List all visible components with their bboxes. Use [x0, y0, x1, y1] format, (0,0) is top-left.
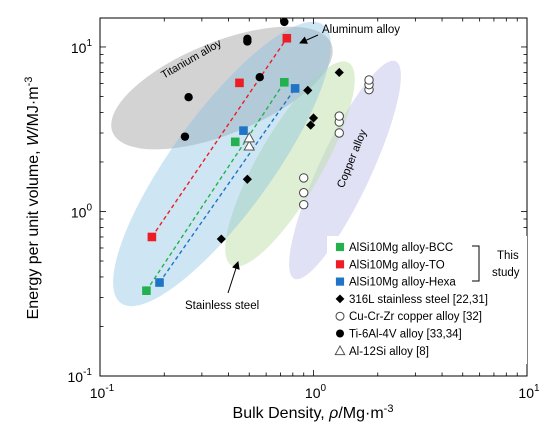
aluminum-alloy-region — [113, 21, 331, 307]
data-point-s5-p4 — [255, 73, 264, 82]
data-point-s1-p2 — [282, 33, 292, 43]
data-point-s3-p3 — [306, 120, 316, 130]
legend-marker-6 — [334, 345, 346, 356]
copper-alloy-region — [289, 60, 401, 280]
data-point-s0-p0 — [142, 286, 151, 295]
data-point-s4-p5 — [334, 111, 344, 121]
legend-label-0: AlSi10Mg alloy-BCC — [349, 242, 453, 254]
data-point-s5-p0 — [180, 132, 190, 141]
y-axis-label-unit-exp: -3 — [23, 77, 35, 87]
data-point-s2-p0 — [155, 278, 164, 287]
x-axis-label-text: Bulk Density, — [233, 405, 330, 422]
data-point-s3-p1 — [242, 174, 252, 184]
titanium-alloy-region — [111, 26, 333, 150]
data-point-s6-p1 — [243, 131, 256, 143]
x-tick-label-1: 100 — [305, 383, 327, 401]
stainless-steel-arrow — [227, 261, 240, 294]
y-axis-label-symbol: W — [25, 129, 42, 146]
data-markers — [142, 17, 374, 295]
data-point-s3-p5 — [334, 67, 344, 78]
data-point-s2-p1 — [239, 126, 248, 135]
legend-marker-4 — [335, 311, 345, 321]
data-point-s2-p2 — [290, 84, 300, 93]
x-tick-label-2: 101 — [518, 383, 540, 401]
legend-bracket-line-1: This — [497, 250, 519, 262]
x-axis-label: Bulk Density, ρ/Mg·m-3 — [233, 403, 394, 422]
aluminum-alloy-label: Aluminum alloy — [322, 24, 400, 36]
aluminum-alloy-arrow — [299, 34, 319, 44]
data-point-s4-p8 — [364, 75, 374, 85]
legend-marker-5 — [336, 329, 344, 338]
legend-rows: AlSi10Mg alloy-BCC AlSi10Mg alloy-TO AlSi1… — [334, 242, 488, 358]
x-axis-label-symbol: ρ — [328, 405, 338, 422]
trend-line-1 — [151, 37, 288, 238]
legend-label-5: Ti-6Al-4V alloy [33,34] — [349, 329, 462, 341]
y-tick-label-1: 100 — [71, 202, 93, 220]
data-point-s1-p1 — [235, 78, 244, 88]
data-point-s6-p0 — [243, 139, 256, 151]
x-axis-label-unit: /Mg·m — [338, 405, 383, 422]
y-axis-label-text: Energy per unit volume, — [25, 146, 42, 319]
data-point-s3-p2 — [303, 85, 313, 95]
data-point-s4-p1 — [299, 188, 309, 198]
data-point-s0-p2 — [280, 77, 289, 87]
legend-label-1: AlSi10Mg alloy-TO — [349, 259, 445, 271]
y-tick-label-0: 10-1 — [68, 367, 93, 385]
stainless-steel-region — [225, 61, 355, 267]
legend-label-3: 316L stainless steel [22,31] — [349, 294, 488, 306]
data-point-s5-p3 — [243, 34, 252, 44]
y-axis-label-unit: /MJ·m — [25, 86, 42, 130]
y-tick-label-2: 101 — [71, 38, 93, 56]
legend-marker-0 — [335, 242, 345, 252]
data-point-s1-p0 — [147, 232, 157, 242]
x-axis-label-unit-exp: -3 — [384, 403, 394, 415]
trend-lines — [145, 37, 296, 292]
data-point-s4-p3 — [334, 128, 344, 138]
legend-bracket — [472, 245, 480, 282]
x-tick-label-0: 10-1 — [90, 383, 115, 401]
data-point-s3-p4 — [308, 113, 319, 123]
legend-label-6: Al-12Si alloy [8] — [349, 346, 429, 358]
legend-marker-3 — [335, 294, 345, 304]
legend-label-4: Cu-Cr-Zr copper alloy [32] — [349, 311, 482, 323]
legend-marker-1 — [335, 260, 345, 269]
data-point-s4-p2 — [299, 173, 309, 183]
legend-bracket-line-2: study — [492, 267, 520, 279]
data-point-s5-p5 — [280, 17, 289, 27]
axis-ticks: 10-1 100 101 10-1 100 101 — [68, 18, 540, 401]
legend: AlSi10Mg alloy-BCC AlSi10Mg alloy-TO AlSi1… — [327, 236, 527, 364]
legend-marker-2 — [335, 277, 345, 286]
data-point-s4-p0 — [299, 199, 309, 210]
data-point-s3-p0 — [216, 234, 226, 244]
region-ellipses — [111, 21, 401, 307]
y-axis-label: Energy per unit volume, W/MJ·m-3 — [23, 77, 42, 320]
legend-label-2: AlSi10Mg alloy-Hexa — [349, 277, 456, 289]
stainless-steel-label: Stainless steel — [185, 300, 259, 312]
data-point-s5-p1 — [184, 93, 193, 102]
data-point-s0-p1 — [230, 137, 240, 147]
legend-box — [327, 236, 527, 364]
trend-line-2 — [158, 87, 296, 283]
